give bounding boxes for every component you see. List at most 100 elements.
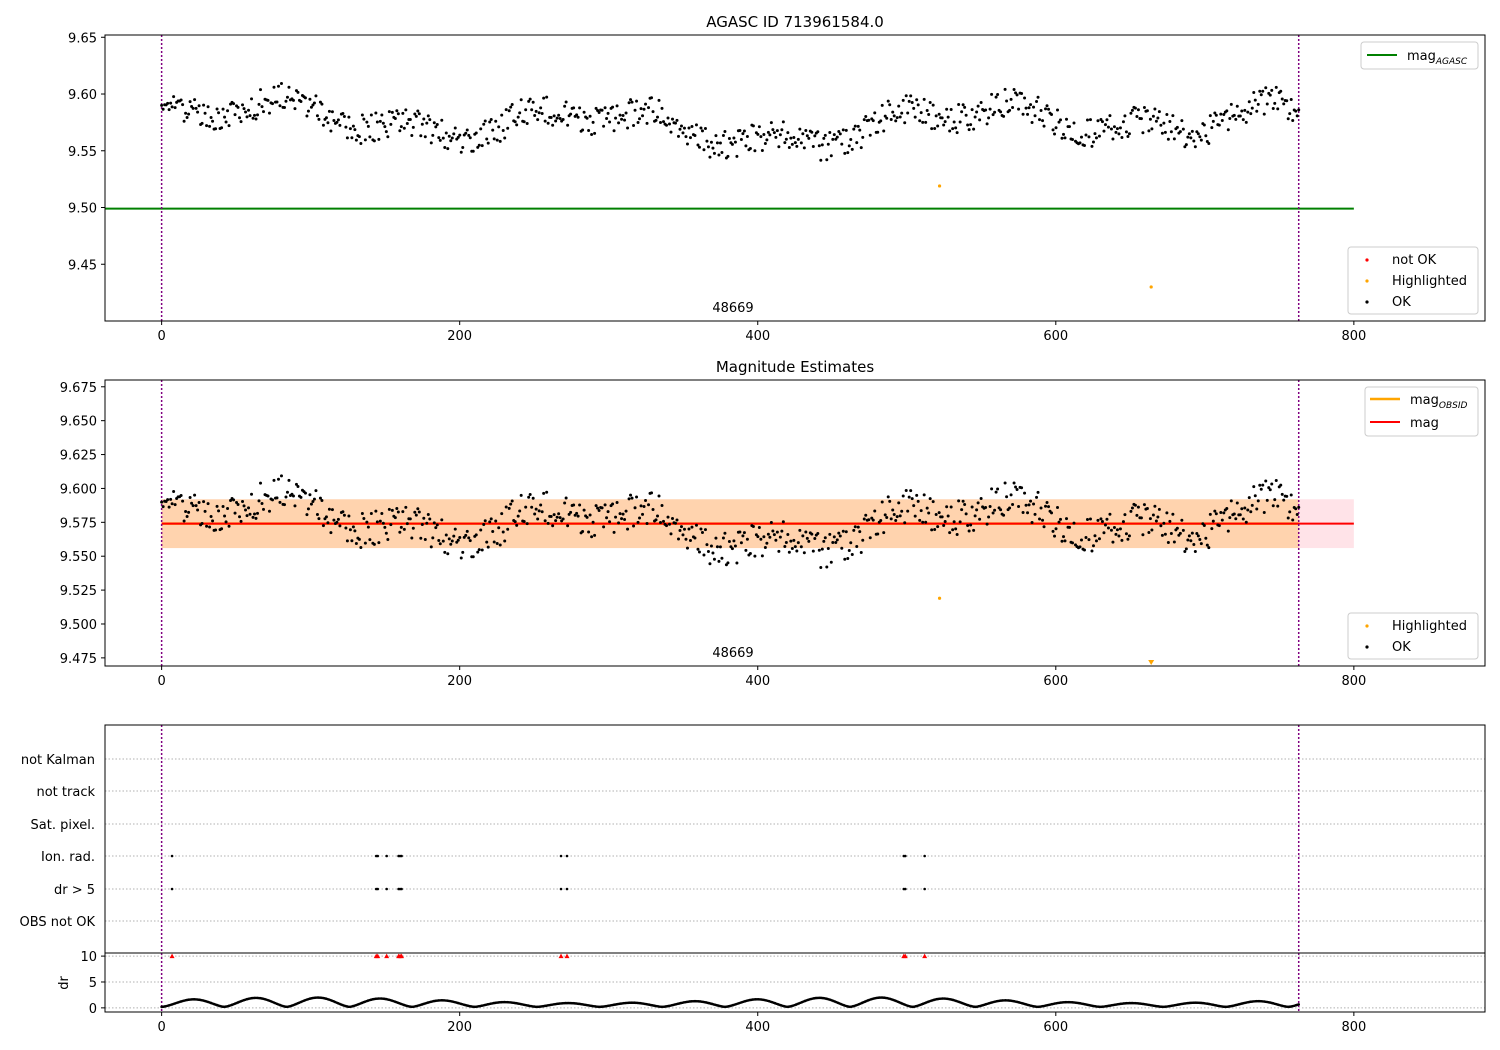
ok-point xyxy=(1150,528,1154,532)
ok-point xyxy=(606,111,610,115)
ok-point xyxy=(1017,504,1021,508)
ok-point xyxy=(1111,540,1115,544)
ok-point xyxy=(629,493,633,497)
ok-point xyxy=(868,536,872,540)
ok-point xyxy=(726,154,730,158)
ok-point xyxy=(250,492,254,496)
legend-highlighted-swatch xyxy=(1365,279,1369,283)
ok-point xyxy=(891,110,895,114)
ok-point xyxy=(742,129,746,133)
ok-point xyxy=(978,118,982,122)
ok-point xyxy=(862,517,866,521)
x-tick-label: 200 xyxy=(447,329,472,344)
ok-point xyxy=(244,508,248,512)
ok-point xyxy=(540,112,544,116)
ok-point xyxy=(1026,112,1030,116)
ok-point xyxy=(429,141,433,145)
ok-point xyxy=(638,516,642,520)
ok-point xyxy=(365,120,369,124)
ok-point xyxy=(582,110,586,114)
ok-point xyxy=(930,127,934,131)
ok-point xyxy=(976,501,980,505)
ok-point xyxy=(662,519,666,523)
ok-point xyxy=(1003,87,1007,91)
ok-point xyxy=(187,112,191,116)
ok-point xyxy=(927,511,931,515)
ok-point xyxy=(540,510,544,514)
ok-point xyxy=(224,120,228,124)
ok-point xyxy=(732,539,736,543)
ok-point xyxy=(208,525,212,529)
ok-point xyxy=(1175,125,1179,129)
ok-point xyxy=(434,125,438,129)
ok-point xyxy=(250,97,254,101)
ok-point xyxy=(811,549,815,553)
ok-point xyxy=(285,95,289,99)
ok-point xyxy=(1041,119,1045,123)
ok-point xyxy=(270,102,274,106)
ok-point xyxy=(170,502,174,506)
ok-point xyxy=(955,533,959,537)
ok-point xyxy=(988,107,992,111)
ok-point xyxy=(1184,547,1188,551)
ok-point xyxy=(414,114,418,118)
ok-point xyxy=(528,492,532,496)
ok-point xyxy=(327,507,331,511)
ok-point xyxy=(912,106,916,110)
ok-point xyxy=(1150,127,1154,131)
ok-point xyxy=(329,531,333,535)
ok-point xyxy=(188,100,192,104)
ok-point xyxy=(678,127,682,131)
x-tick-label: 400 xyxy=(745,1020,770,1035)
ok-point xyxy=(720,150,724,154)
ok-point xyxy=(1259,93,1263,97)
ok-point xyxy=(516,115,520,119)
ok-point xyxy=(527,495,531,499)
ok-point xyxy=(702,148,706,152)
ok-point xyxy=(459,150,463,154)
ok-point xyxy=(479,528,483,532)
ok-point xyxy=(700,530,704,534)
ok-point xyxy=(961,499,965,503)
ok-point xyxy=(999,110,1003,114)
ok-point xyxy=(684,537,688,541)
ok-point xyxy=(1154,119,1158,123)
ok-point xyxy=(714,536,718,540)
ok-point xyxy=(727,136,731,140)
ok-point xyxy=(795,144,799,148)
ok-point xyxy=(1118,126,1122,130)
panel1-legend-points: not OK Highlighted OK xyxy=(1347,246,1479,315)
ok-point xyxy=(206,105,210,109)
ok-point xyxy=(834,541,838,545)
ok-point xyxy=(1079,135,1083,139)
ok-point xyxy=(450,136,454,140)
x-tick-label: 800 xyxy=(1341,329,1366,344)
ok-point xyxy=(1106,526,1110,530)
ok-point xyxy=(369,113,373,117)
ok-point xyxy=(267,509,271,513)
ok-point xyxy=(964,113,968,117)
y-tick-label: 9.500 xyxy=(60,618,97,633)
ok-point xyxy=(1264,86,1268,90)
ok-point xyxy=(1062,132,1066,136)
ok-point xyxy=(542,491,546,495)
ok-point xyxy=(1187,534,1191,538)
ok-point xyxy=(762,535,766,539)
ok-point xyxy=(519,493,523,497)
ok-point xyxy=(834,137,838,141)
ok-point xyxy=(642,505,646,509)
highlighted-point xyxy=(937,596,942,600)
ok-point xyxy=(1204,536,1208,540)
ok-point xyxy=(1270,88,1274,92)
ok-point xyxy=(937,511,941,515)
ok-point xyxy=(510,103,514,107)
ok-point xyxy=(1280,97,1284,101)
ok-point xyxy=(690,124,694,128)
ok-point xyxy=(513,520,517,524)
ok-point xyxy=(1183,145,1187,149)
ok-point xyxy=(975,110,979,114)
ok-point xyxy=(963,105,967,109)
ok-point xyxy=(1165,113,1169,117)
ok-point xyxy=(913,514,917,518)
ok-point xyxy=(690,525,694,529)
